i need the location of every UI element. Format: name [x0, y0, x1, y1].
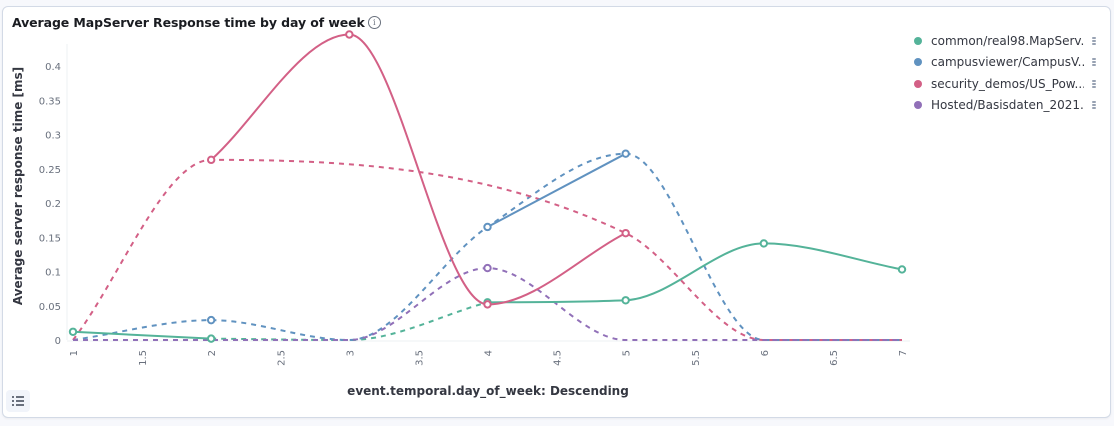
- legend-label[interactable]: common/real98.MapServ...: [931, 33, 1084, 48]
- x-tick-label: 7: [898, 350, 909, 356]
- y-axis-title: Average server response time [ms]: [11, 66, 25, 306]
- legend-item[interactable]: campusviewer/CampusV...: [914, 52, 1104, 74]
- x-axis-title: event.temporal.day_of_week: Descending: [347, 384, 629, 398]
- y-tick-label: 0.2: [45, 199, 61, 210]
- list-icon: [12, 396, 24, 406]
- legend-toggle-button[interactable]: [6, 390, 30, 412]
- legend-label[interactable]: Hosted/Basisdaten_2021...: [931, 98, 1084, 113]
- legend-color-dot: [914, 101, 922, 110]
- info-icon[interactable]: i: [367, 16, 381, 29]
- x-tick-label: 6: [760, 350, 771, 356]
- legend-actions-icon[interactable]: [1092, 36, 1096, 45]
- x-tick-label: 2: [207, 350, 218, 356]
- x-tick-label: 5.5: [691, 350, 702, 366]
- legend-actions-icon[interactable]: [1092, 58, 1096, 67]
- y-tick-label: 0.4: [45, 62, 61, 73]
- legend-color-dot: [914, 36, 922, 45]
- data-point-marker[interactable]: [483, 222, 492, 232]
- visualization-panel: Average MapServer Response time by day o…: [2, 6, 1111, 418]
- data-point-marker[interactable]: [621, 228, 630, 238]
- legend-item[interactable]: common/real98.MapServ...: [914, 30, 1104, 52]
- data-point-marker[interactable]: [206, 315, 216, 325]
- gap-fill-line: [72, 158, 902, 342]
- series-line-2: [210, 33, 627, 306]
- x-tick-label: 2.5: [276, 350, 287, 366]
- series-line: [210, 33, 627, 306]
- x-tick-label: 4: [484, 350, 495, 356]
- data-point-marker[interactable]: [897, 265, 907, 274]
- series-line: [487, 242, 903, 304]
- data-point-marker[interactable]: [345, 30, 354, 39]
- series-line: [487, 152, 627, 228]
- data-point-marker[interactable]: [759, 239, 769, 248]
- legend-item[interactable]: security_demos/US_Pow...: [914, 73, 1104, 95]
- data-point-marker[interactable]: [483, 263, 492, 273]
- data-point-marker[interactable]: [206, 155, 216, 165]
- y-tick-label: 0.05: [39, 302, 61, 313]
- y-tick-label: 0.15: [39, 233, 61, 244]
- panel-title: Average MapServer Response time by day o…: [12, 15, 381, 30]
- series-line-1: [487, 152, 627, 228]
- legend-actions-icon[interactable]: [1092, 101, 1096, 110]
- x-tick-label: 1.5: [138, 350, 149, 366]
- series-line-0: [72, 242, 903, 340]
- data-point-marker[interactable]: [621, 296, 630, 305]
- data-point-marker[interactable]: [68, 327, 78, 336]
- y-tick-label: 0.3: [45, 131, 61, 142]
- x-tick-label: 3.5: [414, 350, 425, 366]
- y-tick-label: 0.1: [45, 268, 61, 279]
- data-point-marker[interactable]: [483, 300, 492, 309]
- series-gap-fill-0: [211, 301, 488, 342]
- data-point-marker[interactable]: [621, 149, 630, 158]
- y-tick-label: 0: [55, 336, 61, 347]
- x-tick-label: 3: [345, 350, 356, 356]
- series-gap-fill-2: [72, 158, 902, 342]
- x-tick-label: 6.5: [829, 350, 840, 366]
- x-tick-label: 5: [622, 350, 633, 356]
- legend-label[interactable]: security_demos/US_Pow...: [931, 76, 1084, 91]
- y-tick-label: 0.35: [39, 96, 61, 107]
- x-tick-label: 4.5: [553, 350, 564, 366]
- x-tick-label: 1: [69, 350, 80, 356]
- legend-label[interactable]: campusviewer/CampusV...: [931, 55, 1084, 70]
- legend-color-dot: [914, 58, 922, 67]
- legend-actions-icon[interactable]: [1092, 79, 1096, 88]
- legend-item[interactable]: Hosted/Basisdaten_2021...: [914, 95, 1104, 117]
- panel-title-text: Average MapServer Response time by day o…: [12, 15, 365, 30]
- gap-fill-line: [72, 152, 902, 342]
- legend-color-dot: [914, 79, 922, 88]
- data-point-marker[interactable]: [206, 334, 216, 343]
- gap-fill-line: [211, 301, 488, 342]
- chart-legend: common/real98.MapServ... campusviewer/Cam…: [914, 30, 1104, 116]
- series-line: [72, 330, 212, 340]
- series-gap-fill-1: [72, 152, 902, 342]
- y-tick-label: 0.25: [39, 165, 61, 176]
